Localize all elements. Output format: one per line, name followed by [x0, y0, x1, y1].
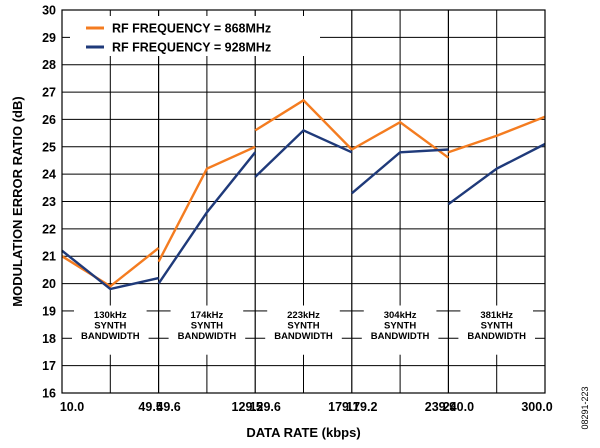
x-tick-9: 300.0 [521, 400, 552, 414]
series-line-868-group-4 [448, 115, 546, 154]
band-label-0-1: SYNTH [94, 321, 126, 332]
series-line-928-group-4 [447, 142, 546, 206]
y-tick-25: 25 [42, 140, 56, 154]
band-label-4-1: SYNTH [481, 321, 513, 332]
legend-background [70, 16, 320, 56]
series-line-868-group-3 [351, 120, 450, 159]
x-tick-3: 129.5 [232, 400, 263, 414]
legend: RF FREQUENCY = 868MHz RF FREQUENCY = 928… [70, 16, 320, 56]
band-label-2-2: BANDWIDTH [274, 331, 333, 342]
legend-label-928: RF FREQUENCY = 928MHz [112, 41, 271, 55]
plot-frame [61, 9, 546, 394]
series-line-868-group-2 [254, 98, 353, 151]
y-tick-labels: 16 17 18 19 20 21 22 23 24 25 26 27 28 29 30 [42, 4, 56, 401]
band-label-3-1: SYNTH [384, 321, 416, 332]
series-line-928-group-1 [157, 151, 257, 285]
y-tick-24: 24 [42, 168, 56, 182]
y-tick-28: 28 [42, 58, 56, 72]
legend-label-868: RF FREQUENCY = 868MHz [112, 22, 271, 36]
series-line-928-group-3 [351, 148, 449, 195]
data-series [61, 98, 546, 291]
y-tick-30: 30 [42, 4, 56, 18]
figure-code: 08291-223 [580, 386, 590, 429]
series-line-928-group-2 [254, 128, 353, 178]
x-tick-0: 10.0 [60, 400, 84, 414]
x-tick-6: 179.2 [346, 400, 377, 414]
x-tick-2: 49.6 [156, 400, 180, 414]
y-tick-20: 20 [42, 277, 56, 291]
band-label-1-1: SYNTH [191, 321, 223, 332]
band-label-3-2: BANDWIDTH [371, 331, 430, 342]
x-axis-title: DATA RATE (kbps) [246, 425, 360, 440]
band-label-0-0: 130kHz [94, 310, 127, 321]
band-label-4-2: BANDWIDTH [467, 331, 526, 342]
band-label-1-2: BANDWIDTH [178, 331, 237, 342]
y-axis-title: MODULATION ERROR RATIO (dB) [10, 96, 25, 306]
x-tick-1: 49.5 [138, 400, 162, 414]
y-tick-16: 16 [42, 387, 56, 401]
series-line-868-group-1 [157, 145, 256, 263]
y-tick-19: 19 [42, 304, 56, 318]
series-line-868-group-0 [61, 247, 160, 288]
y-tick-26: 26 [42, 113, 56, 127]
band-label-3-0: 304kHz [384, 310, 417, 321]
band-label-4-0: 381kHz [480, 310, 513, 321]
x-tick-4: 129.6 [250, 400, 281, 414]
y-tick-23: 23 [42, 195, 56, 209]
y-tick-21: 21 [42, 250, 56, 264]
y-tick-22: 22 [42, 222, 56, 236]
y-tick-29: 29 [42, 31, 56, 45]
band-label-2-1: SYNTH [287, 321, 319, 332]
synth-bandwidth-labels: 130kHzSYNTHBANDWIDTH174kHzSYNTHBANDWIDTH… [81, 310, 526, 342]
series-line-928-group-0 [61, 249, 159, 291]
x-tick-7: 239.9 [425, 400, 456, 414]
y-tick-18: 18 [42, 332, 56, 346]
y-tick-27: 27 [42, 86, 56, 100]
band-label-0-2: BANDWIDTH [81, 331, 140, 342]
band-label-2-0: 223kHz [287, 310, 320, 321]
x-tick-5: 179.1 [328, 400, 359, 414]
band-label-1-0: 174kHz [191, 310, 224, 321]
x-tick-8: 240.0 [443, 400, 474, 414]
y-tick-17: 17 [42, 359, 56, 373]
